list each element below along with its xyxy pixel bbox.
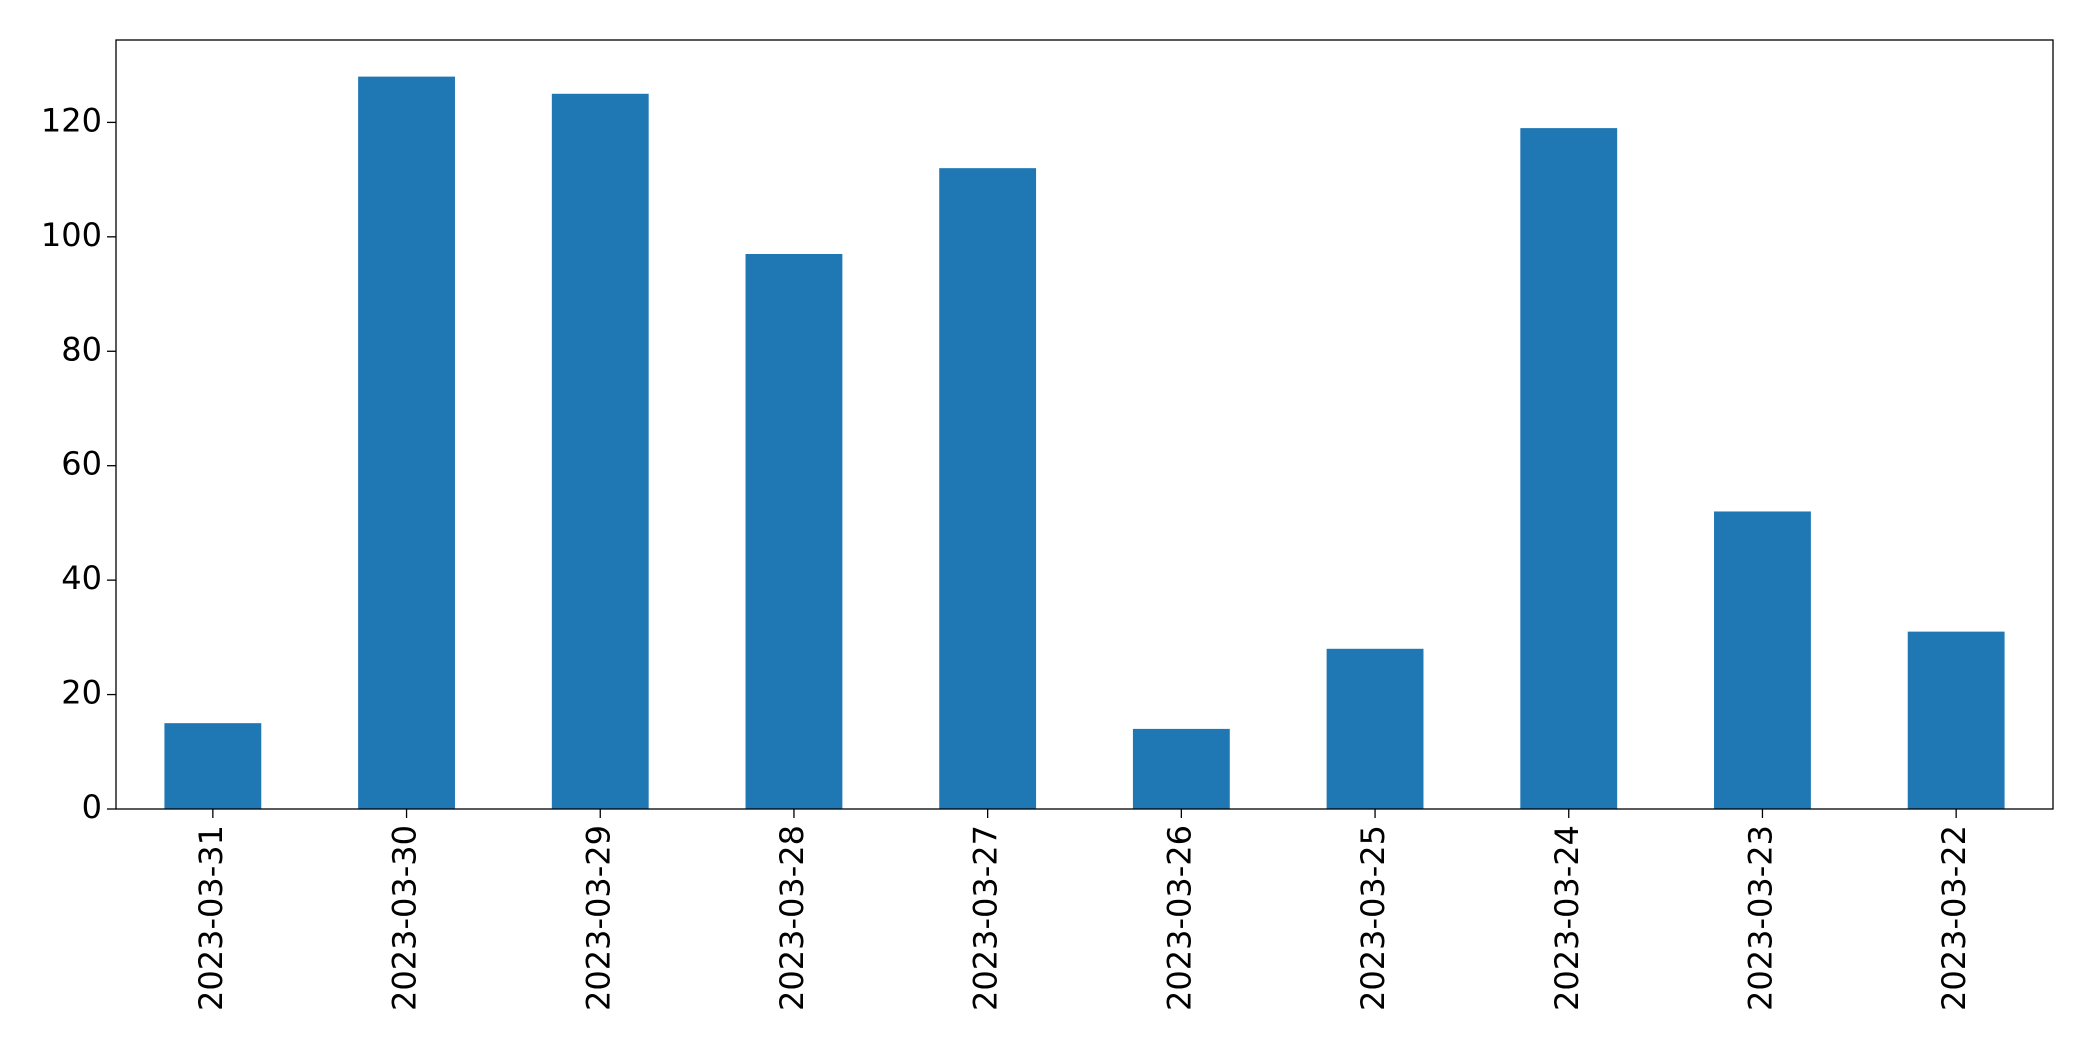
x-tick-label: 2023-03-31 — [192, 825, 230, 1011]
x-tick-label: 2023-03-22 — [1935, 825, 1973, 1011]
x-tick-label: 2023-03-29 — [579, 825, 617, 1011]
y-tick-label: 80 — [61, 330, 102, 368]
y-tick-label: 60 — [61, 445, 102, 483]
bar — [745, 253, 843, 809]
bar — [358, 76, 455, 810]
bar — [1907, 631, 2005, 809]
x-tick-label: 2023-03-26 — [1160, 825, 1198, 1011]
x-tick-label: 2023-03-28 — [773, 825, 811, 1011]
bar — [939, 168, 1037, 809]
y-tick-label: 0 — [82, 788, 102, 826]
bar — [551, 93, 649, 809]
bar — [164, 723, 262, 809]
x-tick-label: 2023-03-23 — [1741, 825, 1779, 1011]
plot-frame — [115, 39, 2054, 810]
x-tick-label: 2023-03-27 — [967, 825, 1005, 1011]
bar — [1520, 128, 1618, 810]
x-tick-label: 2023-03-24 — [1548, 825, 1586, 1011]
bar — [1132, 728, 1230, 809]
y-tick-label: 120 — [41, 101, 102, 139]
y-tick-label: 100 — [41, 216, 102, 254]
bar — [1714, 511, 1811, 809]
y-tick-label: 20 — [61, 674, 102, 712]
y-tick-label: 40 — [61, 559, 102, 597]
x-tick-label: 2023-03-25 — [1354, 825, 1392, 1011]
x-tick-label: 2023-03-30 — [386, 825, 424, 1011]
bar — [1326, 648, 1424, 809]
